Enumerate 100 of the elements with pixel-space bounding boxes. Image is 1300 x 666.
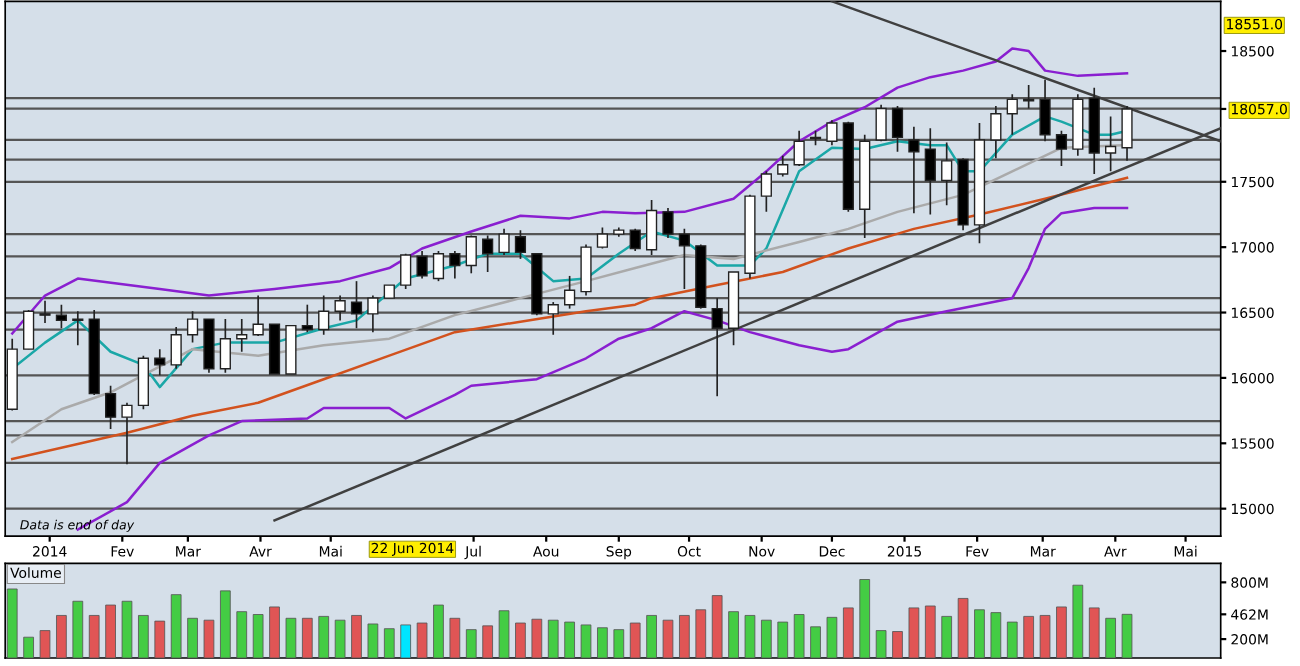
candlestick (1039, 78, 1051, 143)
candlestick (777, 154, 789, 178)
bar (1072, 584, 1084, 659)
bar (72, 600, 84, 659)
candlestick (465, 234, 477, 275)
bar (531, 618, 543, 659)
bar (269, 606, 280, 659)
candlestick (55, 303, 68, 330)
bar (6, 588, 18, 659)
bar (580, 624, 592, 659)
candlestick (875, 103, 887, 143)
bar (383, 628, 395, 659)
bar (629, 622, 641, 659)
candlestick (498, 228, 510, 256)
bar (170, 594, 182, 659)
bar (1006, 621, 1018, 659)
bar (39, 630, 51, 659)
bar (662, 619, 674, 659)
bar (646, 615, 657, 659)
bar (875, 630, 887, 659)
candlestick (711, 297, 723, 398)
candlestick (1121, 105, 1133, 162)
bar (1023, 615, 1034, 659)
candlestick (662, 207, 674, 239)
bar (924, 605, 936, 659)
candlestick (367, 294, 379, 333)
candlestick (137, 354, 149, 411)
candlestick (891, 105, 904, 153)
candlestick (104, 384, 117, 430)
bar (252, 614, 264, 659)
bar (859, 579, 871, 659)
bar (892, 631, 903, 659)
candlestick (941, 141, 953, 207)
bar (826, 616, 838, 659)
bar (285, 617, 297, 659)
bar (121, 600, 133, 659)
candlestick (39, 299, 51, 324)
candlestick (1105, 115, 1117, 173)
candlestick (23, 309, 35, 350)
candlestick (645, 199, 658, 256)
bar (1039, 615, 1051, 659)
bar (777, 621, 789, 659)
bar (154, 620, 166, 659)
candlestick (318, 294, 330, 336)
bar (334, 619, 346, 659)
bar (1105, 617, 1116, 659)
bar (679, 615, 690, 659)
bar (449, 617, 461, 659)
bar (728, 611, 739, 659)
bar (597, 627, 608, 659)
bar (23, 636, 34, 659)
bar (88, 615, 100, 659)
bar (105, 604, 116, 659)
candlestick (449, 250, 461, 280)
bar (138, 615, 149, 659)
candlestick (334, 294, 346, 322)
bar (351, 615, 362, 659)
bar (1121, 613, 1133, 659)
bar (482, 625, 493, 659)
bar (301, 617, 313, 659)
candlestick (760, 170, 772, 213)
bar (1056, 606, 1067, 659)
bar (761, 619, 772, 659)
bar (1088, 607, 1100, 659)
candlestick (121, 401, 133, 466)
candlestick (72, 310, 84, 347)
bar (793, 614, 805, 659)
candlestick (580, 243, 592, 297)
bar (547, 619, 559, 659)
bar (957, 598, 969, 659)
bar (498, 610, 510, 659)
bar (465, 629, 477, 659)
candlestick (678, 228, 690, 290)
bar (842, 607, 854, 659)
candlestick (154, 348, 166, 377)
bar (990, 612, 1002, 659)
candlestick (514, 229, 527, 260)
candlestick (1055, 129, 1068, 167)
bar (908, 607, 920, 659)
candlestick (990, 105, 1002, 160)
line-series (10, 47, 1129, 335)
bar (416, 622, 428, 659)
candlestick (826, 119, 838, 147)
bar (564, 621, 575, 659)
bar (974, 609, 985, 659)
candlestick (416, 250, 428, 280)
bar (711, 595, 723, 659)
candlestick (547, 301, 559, 336)
candlestick (236, 318, 248, 353)
candlestick (252, 294, 264, 337)
candlestick (186, 310, 199, 344)
bar (810, 626, 821, 659)
bar (695, 609, 707, 659)
candlestick (400, 252, 412, 290)
bar (941, 615, 953, 659)
bar (367, 623, 379, 659)
candlestick (350, 280, 363, 330)
candlestick (924, 127, 936, 216)
candlestick (908, 126, 920, 214)
bar (236, 611, 248, 659)
